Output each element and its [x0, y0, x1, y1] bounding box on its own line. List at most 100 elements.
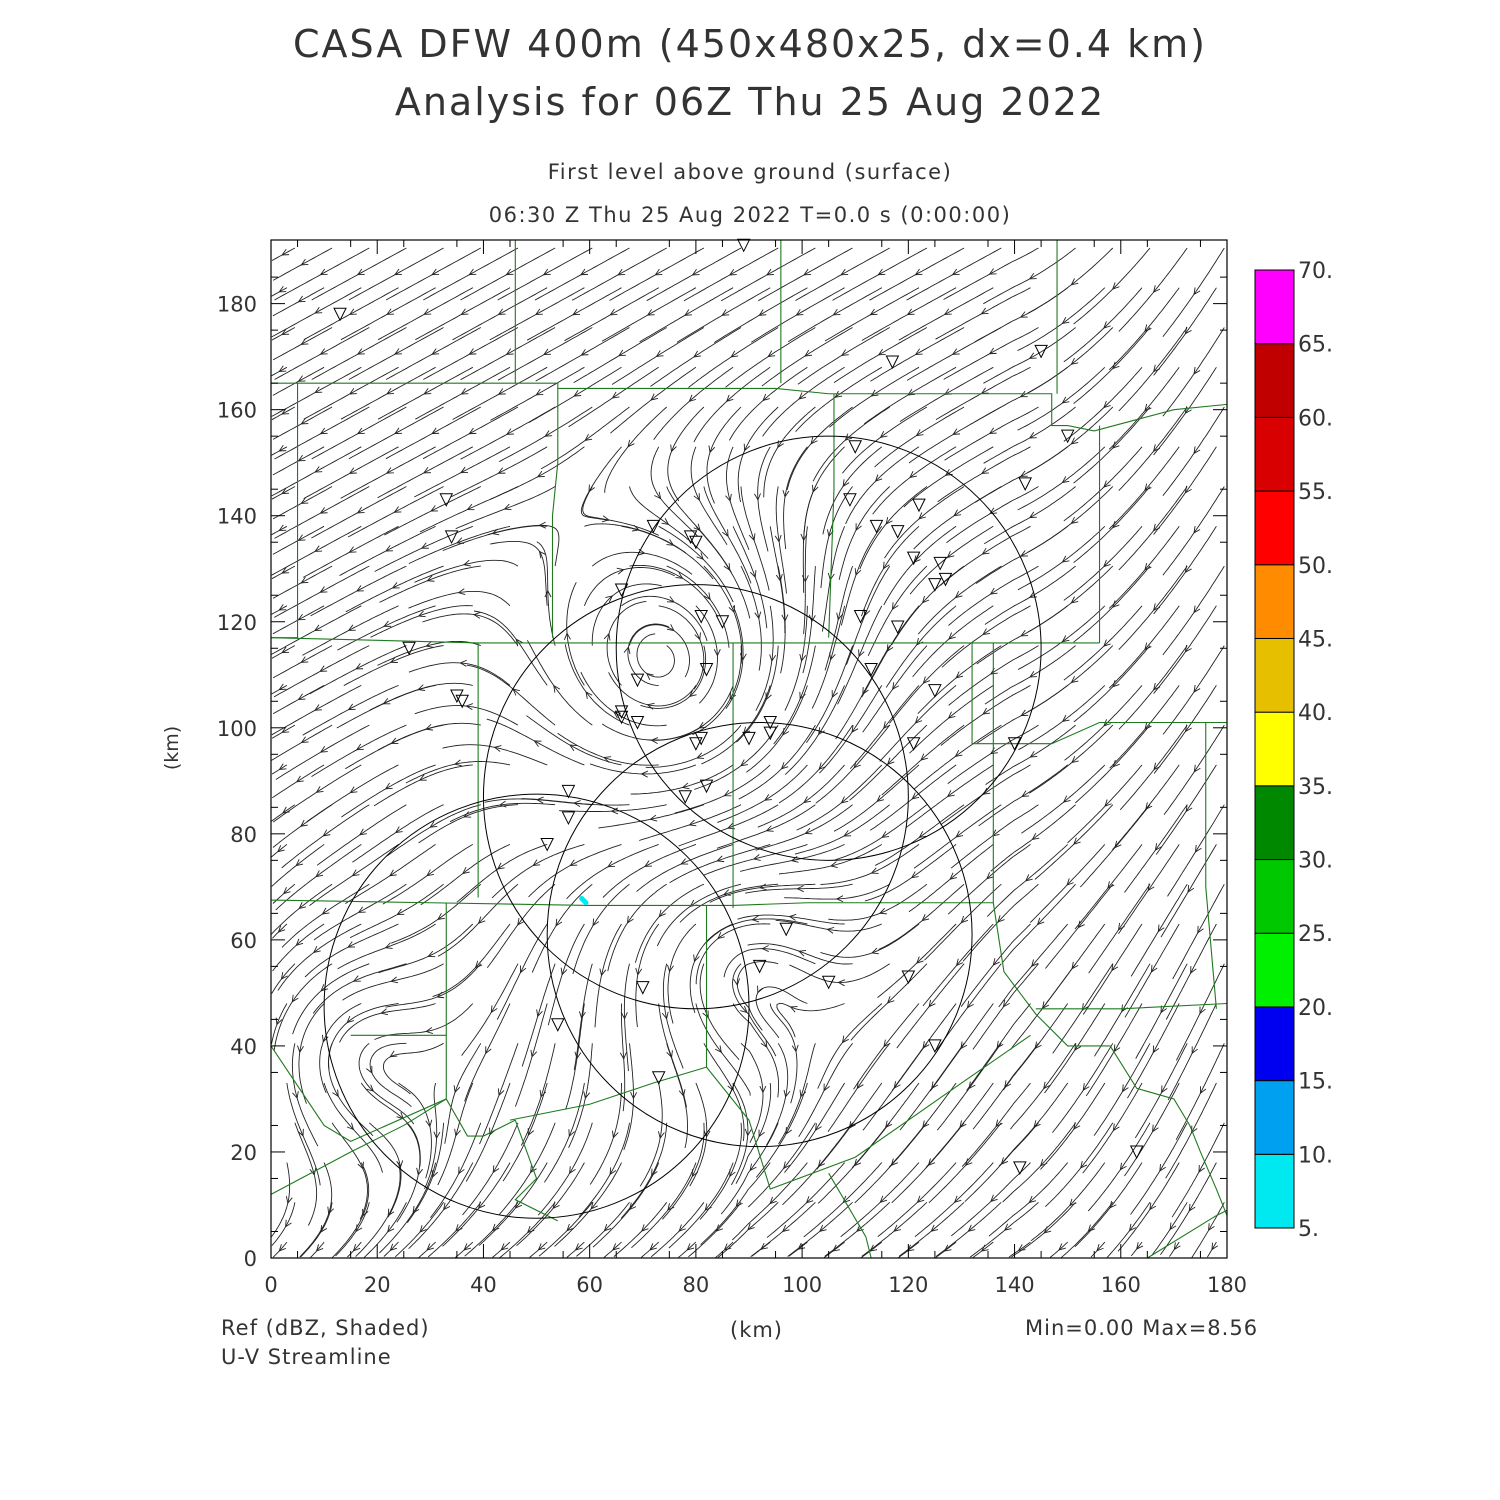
streamline	[869, 764, 957, 831]
station-marker	[689, 535, 703, 550]
streamline-arrow	[505, 268, 514, 276]
streamline	[378, 923, 474, 974]
colorbar: 5. 10. 15. 20. 25. 30. 35. 40. 45. 50. 55. 60. 65. 70…	[1254, 259, 1333, 1242]
streamline	[348, 406, 444, 460]
y-tick-label: 160	[217, 399, 257, 423]
streamline	[360, 1082, 421, 1167]
colorbar-swatch	[1254, 785, 1295, 861]
colorbar-swatch	[1254, 1153, 1295, 1229]
streamline	[1118, 406, 1188, 491]
streamline-arrow	[661, 518, 670, 526]
streamline	[803, 1162, 883, 1238]
streamline-arrow	[703, 592, 711, 601]
streamline-arrow	[580, 349, 589, 356]
colorbar-swatch	[1254, 637, 1295, 713]
streamline	[1160, 844, 1217, 938]
streamline-arrow	[916, 1195, 925, 1203]
streamline-arrow	[997, 915, 1005, 923]
streamline-arrow	[810, 436, 818, 445]
streamline	[861, 1201, 928, 1257]
streamline-arrow	[826, 529, 834, 538]
colorbar-swatch	[1254, 490, 1295, 566]
streamline-arrow	[751, 915, 760, 923]
y-tick-label: 120	[217, 611, 257, 635]
streamline-arrow	[1184, 565, 1192, 574]
streamline	[490, 540, 548, 606]
streamline-arrow	[485, 1046, 492, 1055]
streamline	[636, 843, 734, 892]
streamline-arrow	[298, 901, 307, 910]
streamline	[639, 804, 742, 841]
streamline	[740, 565, 762, 671]
streamline-arrow	[278, 1244, 287, 1252]
streamline	[531, 883, 593, 973]
streamline-arrow	[426, 869, 434, 877]
streamline-arrow	[348, 546, 357, 553]
streamline	[935, 1201, 1002, 1257]
streamline-arrow	[988, 347, 997, 355]
streamline	[898, 1201, 965, 1257]
streamline	[331, 1162, 370, 1259]
streamline-arrow	[459, 659, 467, 667]
streamline-arrow	[686, 1243, 695, 1251]
streamline-arrow	[835, 895, 844, 903]
station-marker	[614, 705, 629, 720]
streamline	[935, 287, 1031, 340]
streamline	[723, 948, 816, 978]
station-marker	[912, 498, 926, 513]
streamline	[589, 1083, 622, 1185]
streamline	[736, 961, 779, 1031]
streamline	[486, 883, 556, 968]
streamline-arrow	[748, 533, 756, 542]
streamline	[271, 327, 296, 341]
streamline	[1027, 247, 1114, 314]
streamline	[452, 287, 548, 341]
streamline-arrow	[346, 1015, 355, 1024]
streamline	[272, 406, 333, 440]
streamline	[716, 804, 816, 849]
streamline-arrow	[497, 308, 506, 315]
streamline-arrow	[544, 589, 552, 598]
streamline-arrow	[297, 534, 306, 541]
streamline-arrow	[319, 507, 328, 514]
streamline	[598, 804, 705, 829]
streamline-arrow	[829, 861, 838, 868]
streamline	[658, 525, 734, 603]
colorbar-swatch	[1254, 416, 1295, 492]
subtitle-level: First level above ground (surface)	[547, 160, 953, 184]
streamline	[272, 645, 333, 679]
streamline-arrow	[1187, 885, 1195, 893]
streamline	[820, 923, 920, 958]
streamline	[917, 645, 1002, 715]
streamline-arrow	[1144, 562, 1152, 571]
county-line	[992, 902, 1228, 1216]
streamline-arrow	[346, 1122, 355, 1131]
streamline	[828, 883, 928, 921]
streamline	[984, 645, 1076, 705]
streamline-arrow	[1193, 525, 1201, 534]
streamline-arrow	[627, 439, 635, 448]
streamline-arrow	[814, 1123, 822, 1132]
streamline-arrow	[357, 906, 366, 913]
streamline	[796, 764, 883, 831]
streamline-arrow	[314, 466, 323, 473]
streamline	[983, 247, 1076, 305]
streamline-arrow	[1188, 1203, 1196, 1212]
streamline-arrow	[431, 427, 440, 435]
streamline-arrow	[906, 1244, 915, 1252]
streamline	[1082, 923, 1143, 1015]
streamline-arrow	[537, 1243, 546, 1251]
streamline-arrow	[1211, 1242, 1219, 1251]
streamline	[906, 247, 1002, 301]
streamline	[869, 247, 965, 301]
streamline-arrow	[754, 611, 762, 620]
streamline-arrow	[1074, 1043, 1082, 1051]
station-marker	[906, 551, 921, 566]
streamline-arrow	[1061, 476, 1070, 484]
streamline	[521, 963, 556, 1067]
streamline-arrow	[583, 1091, 591, 1100]
streamline	[746, 685, 808, 773]
streamline	[735, 1082, 772, 1184]
streamline	[1175, 1043, 1225, 1141]
streamline	[527, 640, 593, 726]
